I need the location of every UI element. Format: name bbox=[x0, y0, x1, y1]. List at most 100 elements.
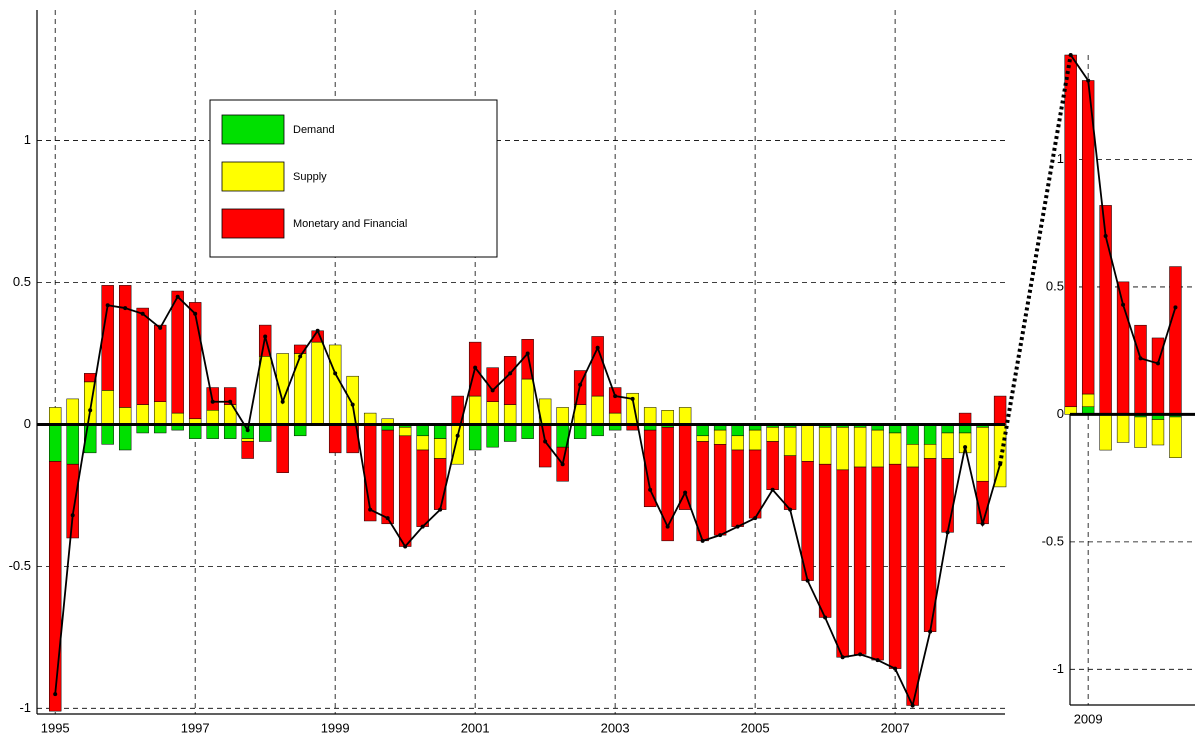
bar-segment bbox=[241, 438, 254, 442]
total-point bbox=[910, 703, 915, 708]
y-tick-label: -1 bbox=[1052, 661, 1064, 676]
bar-segment bbox=[416, 424, 429, 437]
total-point bbox=[963, 445, 968, 450]
y-tick-label: -0.5 bbox=[1042, 533, 1064, 548]
bar-segment bbox=[941, 432, 954, 459]
total-point bbox=[928, 629, 933, 634]
total-point bbox=[718, 533, 723, 538]
bar-segment bbox=[381, 429, 394, 525]
total-point bbox=[473, 365, 478, 370]
bar-segment bbox=[958, 412, 972, 425]
bar-segment bbox=[766, 441, 779, 490]
bar-segment bbox=[818, 427, 832, 465]
bar-segment bbox=[871, 429, 884, 468]
legend: Demand Supply Monetary and Financial bbox=[209, 99, 498, 258]
legend-swatch bbox=[221, 114, 285, 145]
total-point bbox=[298, 354, 303, 359]
total-point bbox=[543, 439, 548, 444]
bar-segment bbox=[188, 302, 202, 420]
bar-segment bbox=[188, 424, 202, 439]
total-point bbox=[455, 433, 460, 438]
total-point bbox=[70, 513, 75, 518]
bar-segment bbox=[731, 449, 744, 527]
bar-segment bbox=[906, 424, 919, 445]
bar-segment bbox=[48, 424, 62, 462]
bar-segment bbox=[661, 427, 674, 542]
bar-segment bbox=[556, 407, 569, 425]
bar-segment bbox=[346, 375, 359, 425]
total-point bbox=[245, 428, 250, 433]
bar-segment bbox=[923, 444, 937, 459]
x-tick-label: 1995 bbox=[41, 720, 70, 735]
bar-segment bbox=[66, 398, 79, 425]
bar-segment bbox=[206, 410, 219, 425]
total-point bbox=[1138, 356, 1143, 361]
legend-label: Demand bbox=[293, 124, 335, 136]
bar-segment bbox=[486, 401, 499, 425]
total-point bbox=[175, 294, 180, 299]
bar-segment bbox=[223, 424, 237, 439]
total-point bbox=[368, 507, 373, 512]
bar-segment bbox=[678, 424, 692, 510]
total-point bbox=[893, 666, 898, 671]
bar-segment bbox=[118, 424, 132, 451]
total-point bbox=[700, 538, 705, 543]
bar-segment bbox=[1169, 416, 1182, 458]
y-tick-label: 1 bbox=[1057, 151, 1064, 166]
total-point bbox=[560, 462, 565, 467]
legend-label: Supply bbox=[293, 171, 327, 183]
bar-segment bbox=[661, 410, 674, 425]
total-point bbox=[508, 371, 513, 376]
total-point bbox=[140, 311, 145, 316]
x-tick-label: 1999 bbox=[321, 720, 350, 735]
bar-segment bbox=[171, 412, 184, 425]
connector bbox=[998, 54, 1073, 465]
bar-segment bbox=[153, 324, 167, 402]
total-point bbox=[350, 402, 355, 407]
bar-segment bbox=[433, 424, 447, 439]
total-point bbox=[228, 399, 233, 404]
bar-segment bbox=[451, 424, 464, 465]
total-point bbox=[1086, 78, 1091, 83]
bar-segment bbox=[853, 427, 867, 468]
bar-segment bbox=[766, 427, 779, 442]
bar-segment bbox=[416, 449, 429, 527]
bar-segment bbox=[696, 441, 709, 542]
bar-segment bbox=[1081, 393, 1095, 408]
bar-segment bbox=[993, 395, 1007, 425]
total-point bbox=[753, 516, 758, 521]
total-point bbox=[648, 487, 653, 492]
bar-segment bbox=[1116, 414, 1130, 443]
total-point bbox=[158, 325, 163, 330]
x-tick-label: 2003 bbox=[601, 720, 630, 735]
bar-segment bbox=[66, 463, 79, 539]
bar-segment bbox=[1081, 80, 1095, 395]
bar-segment bbox=[363, 412, 377, 425]
total-point bbox=[770, 487, 775, 492]
bar-segment bbox=[643, 429, 657, 508]
bar-segment bbox=[731, 435, 744, 451]
total-point bbox=[385, 516, 390, 521]
bar-segment bbox=[433, 458, 447, 510]
total-point bbox=[630, 396, 635, 401]
total-point bbox=[980, 521, 985, 526]
bar-segment bbox=[136, 307, 149, 405]
bar-segment bbox=[608, 412, 622, 425]
total-point bbox=[53, 692, 58, 697]
bar-segment bbox=[783, 455, 797, 510]
bar-segment bbox=[801, 424, 814, 462]
bar-segment bbox=[591, 395, 604, 425]
bar-segment bbox=[731, 424, 744, 437]
total-point bbox=[490, 388, 495, 393]
bar-segment bbox=[101, 390, 114, 425]
total-point bbox=[595, 345, 600, 350]
total-point bbox=[193, 311, 198, 316]
bar-segment bbox=[713, 429, 727, 445]
bar-segment bbox=[976, 427, 989, 482]
bar-segment bbox=[608, 387, 622, 414]
bar-segment bbox=[888, 432, 902, 465]
x-tick-label: 2007 bbox=[881, 720, 910, 735]
bar-segment bbox=[223, 387, 237, 405]
bar-segment bbox=[503, 424, 517, 442]
